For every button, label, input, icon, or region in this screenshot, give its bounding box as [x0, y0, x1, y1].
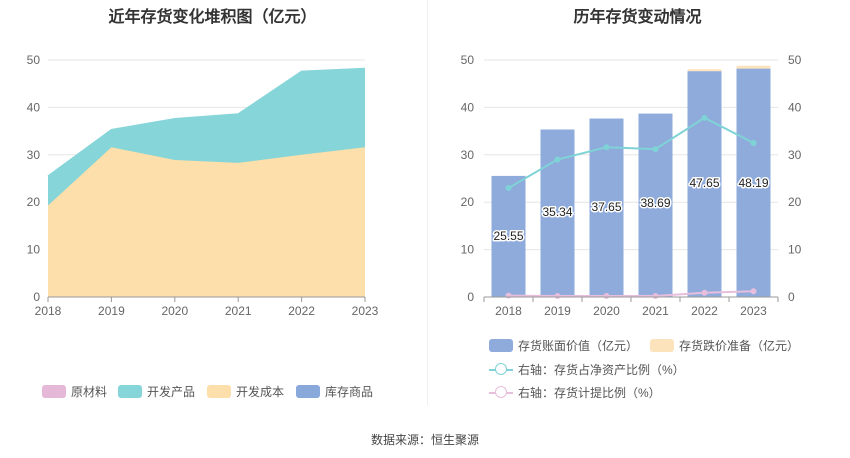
left-x-tick-label: 2018	[35, 304, 62, 318]
area-开发产品	[48, 68, 365, 206]
bar-value-label-halo: 38.69	[640, 196, 670, 210]
right-y-tick-label: 40	[461, 100, 475, 114]
left-y-tick-label: 30	[27, 148, 41, 162]
point-net-asset-ratio	[505, 184, 512, 191]
point-net-asset-ratio	[750, 139, 757, 146]
legend-swatch	[118, 385, 142, 398]
right-y2-tick-label: 40	[788, 100, 802, 114]
right-chart-title: 历年存货变动情况	[573, 9, 702, 26]
legend-swatch	[42, 385, 66, 398]
line-provision-ratio	[508, 290, 754, 298]
left-x-tick-label: 2023	[352, 304, 379, 318]
legend-label: 原材料	[71, 385, 108, 399]
bar-value-label-halo: 37.65	[591, 200, 621, 214]
right-x-tick-label: 2019	[544, 304, 571, 318]
line-net-asset-ratio	[507, 116, 754, 189]
left-y-tick-label: 10	[27, 243, 41, 257]
right-x-tick-label: 2022	[691, 304, 718, 318]
legend-swatch	[489, 386, 513, 399]
right-legend-item[interactable]: 存货跌价准备（亿元）	[650, 337, 799, 354]
right-x-tick-label: 2018	[495, 304, 522, 318]
bar-value-label: 38.69	[640, 196, 670, 210]
legend-label: 右轴：存货计提比例（%）	[518, 386, 661, 400]
left-legend-item[interactable]: 开发产品	[118, 383, 195, 400]
legend-swatch	[650, 339, 674, 352]
bar-value-label: 48.19	[738, 176, 768, 190]
left-x-tick-label: 2022	[288, 304, 315, 318]
right-y2-tick-label: 20	[788, 195, 802, 209]
left-x-tick-label: 2021	[225, 304, 252, 318]
bar-value-label: 37.65	[591, 200, 621, 214]
left-legend-item[interactable]: 原材料	[42, 383, 107, 400]
right-y-tick-label: 20	[461, 195, 475, 209]
right-y2-tick-label: 50	[788, 53, 802, 67]
right-x-tick-label: 2023	[740, 304, 767, 318]
right-y-tick-label: 30	[461, 148, 475, 162]
bar-value-label-halo: 47.65	[689, 176, 719, 190]
point-provision-ratio	[701, 289, 708, 296]
right-y-tick-label: 50	[461, 53, 475, 67]
legend-swatch	[489, 363, 513, 376]
bar-value-label: 47.65	[689, 176, 719, 190]
legend-label: 右轴：存货占净资产比例（%）	[518, 363, 685, 377]
point-net-asset-ratio	[652, 146, 659, 153]
area-edge-开发产品	[47, 67, 366, 177]
point-provision-ratio	[652, 293, 659, 300]
left-y-tick-label: 40	[27, 100, 41, 114]
left-chart-title: 近年存货变化堆积图（亿元）	[108, 9, 317, 26]
left-y-tick-label: 50	[27, 53, 41, 67]
left-y-tick-label: 0	[33, 290, 40, 304]
left-x-tick-label: 2019	[98, 304, 125, 318]
legend-swatch	[207, 385, 231, 398]
point-net-asset-ratio	[701, 114, 708, 121]
area-开发成本	[48, 147, 365, 297]
data-source: 数据来源：恒生聚源	[370, 433, 479, 447]
right-y2-tick-label: 10	[788, 243, 802, 257]
bar-value-label-halo: 48.19	[738, 176, 768, 190]
legend-label: 存货账面价值（亿元）	[518, 339, 639, 353]
bar-impairment	[687, 69, 722, 72]
legend-label: 开发产品	[147, 385, 196, 399]
left-y-tick-label: 20	[27, 195, 41, 209]
bar-book-value	[736, 68, 771, 297]
right-legend-item[interactable]: 存货账面价值（亿元）	[489, 337, 638, 354]
panel-divider	[427, 0, 428, 405]
legend-label: 库存商品	[325, 385, 374, 399]
legend-label: 存货跌价准备（亿元）	[679, 339, 800, 353]
bar-value-label: 35.34	[542, 205, 572, 219]
point-provision-ratio	[554, 293, 561, 300]
bar-value-label: 25.55	[493, 229, 523, 243]
point-provision-ratio	[750, 288, 757, 295]
point-provision-ratio	[603, 293, 610, 300]
right-legend-item[interactable]: 右轴：存货计提比例（%）	[489, 384, 661, 401]
bar-value-label-halo: 35.34	[542, 205, 572, 219]
left-legend-item[interactable]: 开发成本	[207, 383, 284, 400]
bar-value-label-halo: 25.55	[493, 229, 523, 243]
right-x-tick-label: 2021	[642, 304, 669, 318]
legend-swatch	[296, 385, 320, 398]
bar-book-value	[638, 113, 673, 297]
bar-book-value	[491, 175, 526, 297]
bar-impairment	[736, 65, 771, 69]
right-x-tick-label: 2020	[593, 304, 620, 318]
right-y-tick-label: 10	[461, 243, 475, 257]
left-x-tick-label: 2020	[161, 304, 188, 318]
legend-swatch	[489, 339, 513, 352]
point-net-asset-ratio	[603, 144, 610, 151]
legend-label: 开发成本	[236, 385, 285, 399]
right-y2-tick-label: 30	[788, 148, 802, 162]
right-y2-tick-label: 0	[788, 290, 795, 304]
left-legend-item[interactable]: 库存商品	[296, 383, 373, 400]
right-legend-item[interactable]: 右轴：存货占净资产比例（%）	[489, 361, 685, 378]
point-net-asset-ratio	[554, 156, 561, 163]
bar-book-value	[687, 71, 722, 297]
right-y-tick-label: 0	[467, 290, 474, 304]
